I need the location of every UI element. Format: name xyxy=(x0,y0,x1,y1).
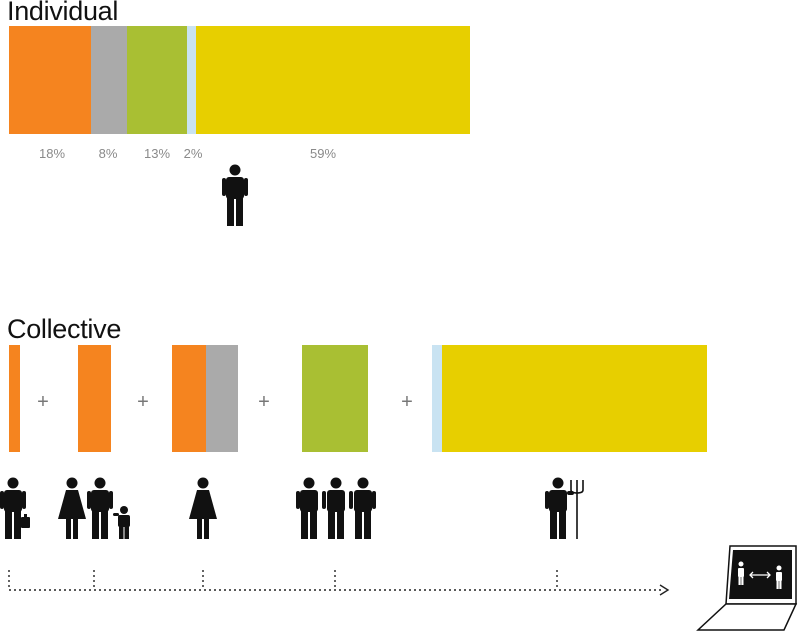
individual-title: Individual xyxy=(7,0,119,26)
timeline-arrow xyxy=(8,570,670,596)
plus-sign: + xyxy=(37,391,49,413)
individual-label-gray: 8% xyxy=(98,146,118,161)
individual-segment-green xyxy=(127,26,187,134)
plus-sign: + xyxy=(401,391,413,413)
plus-sign: + xyxy=(137,391,149,413)
collective-segment-gray xyxy=(206,345,238,452)
businessman-icon xyxy=(0,477,30,539)
laptop-exchange-icon xyxy=(696,545,798,631)
individual-segment-yellow xyxy=(196,26,470,134)
individual-segment-orange xyxy=(9,26,91,134)
collective-segment-orange-1 xyxy=(9,345,20,452)
collective-segment-lightblue xyxy=(432,345,442,452)
man-icon xyxy=(222,164,248,226)
individual-segment-lightblue xyxy=(187,26,196,134)
collective-segment-orange-3 xyxy=(172,345,206,452)
collective-title: Collective xyxy=(7,314,122,344)
plus-sign: + xyxy=(258,391,270,413)
individual-label-yellow: 59% xyxy=(309,146,337,161)
family-icon xyxy=(58,477,130,539)
woman-icon xyxy=(189,477,217,539)
collective-segment-green xyxy=(302,345,368,452)
farmer-with-pitchfork-icon xyxy=(545,477,584,539)
individual-label-orange: 18% xyxy=(38,146,66,161)
individual-segment-gray xyxy=(91,26,127,134)
group-of-three-icon xyxy=(296,477,376,539)
collective-segment-orange-2 xyxy=(78,345,111,452)
individual-label-lightblue: 2% xyxy=(183,146,203,161)
collective-segment-yellow xyxy=(442,345,707,452)
individual-label-green: 13% xyxy=(143,146,171,161)
